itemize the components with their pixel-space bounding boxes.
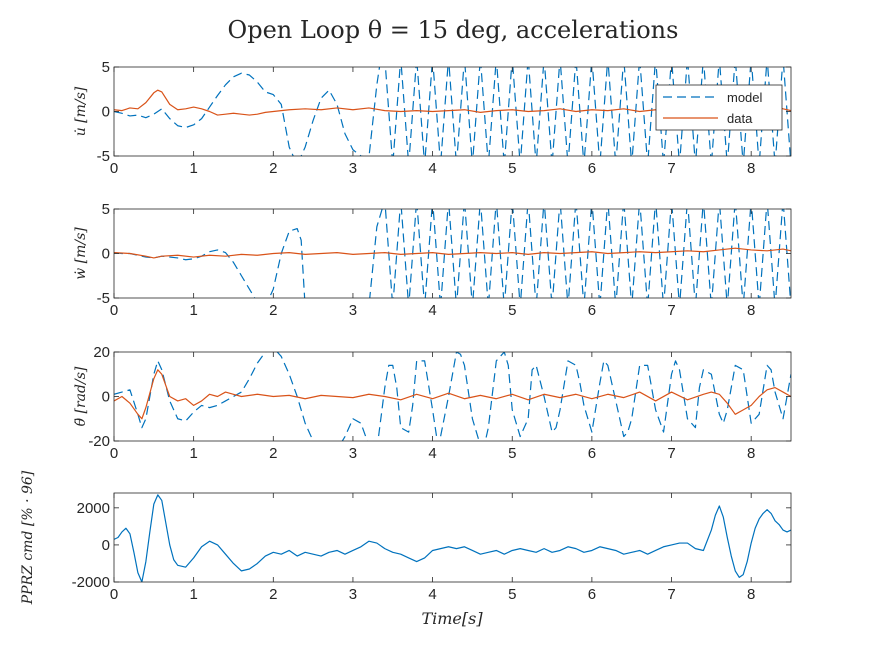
series-line-pprz-cmd	[114, 494, 791, 582]
x-tick-label: 4	[428, 302, 436, 319]
axes-box	[113, 492, 792, 583]
series-group	[114, 494, 791, 582]
x-tick-label: 7	[667, 445, 675, 462]
y-tick-label: 0	[102, 104, 110, 121]
y-axis-label: u̇ [m/s]	[73, 86, 89, 136]
x-tick-label: 0	[110, 302, 118, 319]
x-tick-label: 6	[588, 586, 596, 603]
y-axis-label: θ̈ [rad/s]	[73, 366, 89, 426]
y-tick-label: 0	[102, 537, 110, 554]
series-line-model	[114, 352, 791, 441]
x-tick-label: 8	[747, 160, 755, 177]
legend-label-model: model	[727, 90, 763, 105]
y-tick-label: -5	[97, 290, 110, 307]
x-tick-label: 6	[588, 302, 596, 319]
x-tick-label: 0	[110, 445, 118, 462]
x-tick-label: 6	[588, 160, 596, 177]
x-tick-label: 8	[747, 302, 755, 319]
x-tick-label: 1	[189, 586, 197, 603]
y-tick-label: -5	[97, 148, 110, 165]
x-tick-label: 3	[349, 302, 357, 319]
x-tick-label: 2	[269, 586, 277, 603]
x-axis-label: Time[s]	[421, 609, 483, 628]
x-tick-label: 1	[189, 302, 197, 319]
x-tick-label: 1	[189, 160, 197, 177]
y-axis-label: ẇ [m/s]	[73, 227, 89, 280]
x-tick-label: 5	[508, 160, 516, 177]
x-tick-label: 4	[428, 160, 436, 177]
x-tick-label: 7	[667, 586, 675, 603]
y-tick-label: 5	[102, 59, 110, 76]
y-tick-label: 20	[93, 344, 110, 361]
y-tick-label: 0	[102, 389, 110, 406]
y-tick-label: 2000	[77, 500, 110, 517]
y-tick-label: 5	[102, 201, 110, 218]
series-group	[114, 209, 791, 298]
x-tick-label: 5	[508, 302, 516, 319]
x-tick-label: 2	[269, 302, 277, 319]
x-tick-label: 2	[269, 445, 277, 462]
legend-label-data: data	[727, 111, 753, 126]
x-tick-label: 1	[189, 445, 197, 462]
x-tick-label: 4	[428, 586, 436, 603]
series-group	[114, 352, 791, 441]
x-tick-label: 5	[508, 445, 516, 462]
series-line-data	[114, 369, 791, 420]
series-line-data	[114, 247, 791, 259]
plot-area	[114, 352, 791, 441]
legend-box	[655, 84, 783, 131]
x-tick-label: 3	[349, 586, 357, 603]
legend: model data	[655, 84, 783, 131]
y-tick-label: -20	[88, 433, 110, 450]
x-tick-label: 8	[747, 586, 755, 603]
x-tick-label: 0	[110, 586, 118, 603]
y-tick-label: -2000	[72, 574, 110, 591]
x-tick-label: 7	[667, 160, 675, 177]
y-tick-label: 0	[102, 246, 110, 263]
x-tick-label: 2	[269, 160, 277, 177]
x-tick-label: 3	[349, 445, 357, 462]
x-tick-label: 5	[508, 586, 516, 603]
y-axis-label: PPRZ cmd [% · 96]	[20, 470, 36, 605]
x-tick-label: 6	[588, 445, 596, 462]
x-tick-label: 3	[349, 160, 357, 177]
x-tick-label: 4	[428, 445, 436, 462]
plot-area	[114, 493, 791, 582]
x-tick-label: 8	[747, 445, 755, 462]
figure-title: Open Loop θ = 15 deg, accelerations	[228, 16, 679, 44]
x-tick-label: 0	[110, 160, 118, 177]
x-tick-label: 7	[667, 302, 675, 319]
